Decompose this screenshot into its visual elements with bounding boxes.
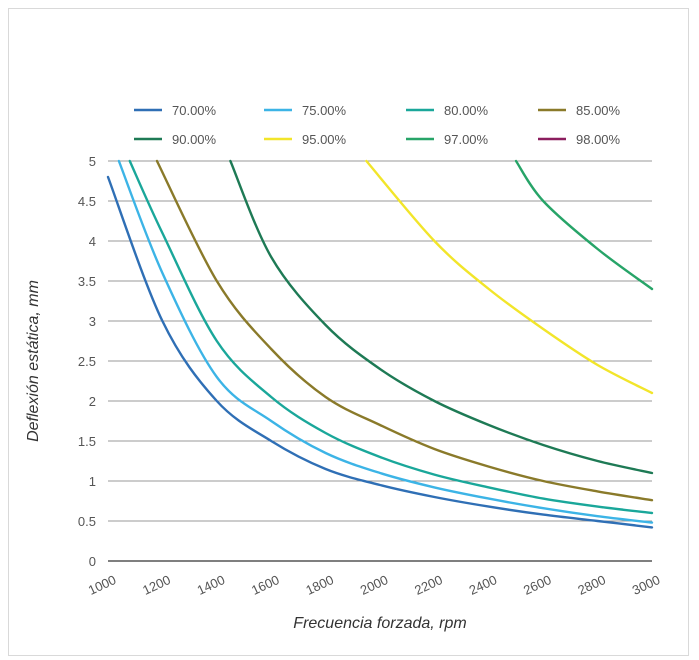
- grid-lines: [108, 160, 652, 562]
- legend: 70.00% 75.00% 80.00% 85.00% 90.00% 95.00% 97.0…: [134, 103, 621, 147]
- legend-label: 85.00%: [576, 103, 621, 118]
- legend-label: 75.00%: [302, 103, 347, 118]
- x-tick-label: 1800: [303, 572, 336, 598]
- legend-item: 97.00%: [406, 132, 489, 147]
- legend-item: 80.00%: [406, 103, 489, 118]
- series-line-4: [155, 159, 654, 502]
- series-line-7: [514, 159, 654, 291]
- y-tick-label: 1.5: [78, 434, 96, 449]
- x-tick-label: 1400: [195, 572, 228, 598]
- x-tick-label: 1200: [140, 572, 173, 598]
- x-tick-label: 2000: [358, 572, 391, 598]
- x-tick-label: 2400: [467, 572, 500, 598]
- series-line-6: [365, 159, 654, 395]
- legend-label: 97.00%: [444, 132, 489, 147]
- y-tick-label: 2: [89, 394, 96, 409]
- legend-item: 98.00%: [538, 132, 621, 147]
- y-tick-label: 3: [89, 314, 96, 329]
- legend-label: 95.00%: [302, 132, 347, 147]
- chart-frame: [8, 8, 689, 656]
- legend-item: 95.00%: [264, 132, 347, 147]
- legend-label: 70.00%: [172, 103, 217, 118]
- y-tick-label: 0: [89, 554, 96, 569]
- legend-item: 85.00%: [538, 103, 621, 118]
- series-lines: [106, 159, 654, 529]
- x-tick-label: 3000: [630, 572, 663, 598]
- x-tick-label: 2200: [412, 572, 445, 598]
- x-axis-title: Frecuencia forzada, rpm: [293, 615, 466, 632]
- y-tick-label: 1: [89, 474, 96, 489]
- y-tick-label: 2.5: [78, 354, 96, 369]
- y-tick-label: 3.5: [78, 274, 96, 289]
- y-tick-label: 4: [89, 234, 96, 249]
- y-tick-label: 0.5: [78, 514, 96, 529]
- legend-label: 90.00%: [172, 132, 217, 147]
- x-tick-label: 2600: [521, 572, 554, 598]
- y-tick-label: 5: [89, 154, 96, 169]
- x-tick-label: 1600: [249, 572, 282, 598]
- legend-label: 98.00%: [576, 132, 621, 147]
- axes: 0 0.5 1 1.5 2 2.5 3 3.5 4 4.5 5 1000 1200 1400 1600 180…: [78, 154, 662, 598]
- series-line-1: [106, 175, 654, 529]
- legend-item: 90.00%: [134, 132, 217, 147]
- legend-item: 70.00%: [134, 103, 217, 118]
- x-tick-label: 1000: [86, 572, 119, 598]
- x-tick-label: 2800: [575, 572, 608, 598]
- legend-label: 80.00%: [444, 103, 489, 118]
- y-tick-label: 4.5: [78, 194, 96, 209]
- legend-item: 75.00%: [264, 103, 347, 118]
- y-axis-title: Deflexión estática, mm: [25, 280, 42, 442]
- series-line-2: [117, 159, 654, 524]
- series-line-3: [128, 159, 654, 515]
- series-line-5: [229, 159, 654, 475]
